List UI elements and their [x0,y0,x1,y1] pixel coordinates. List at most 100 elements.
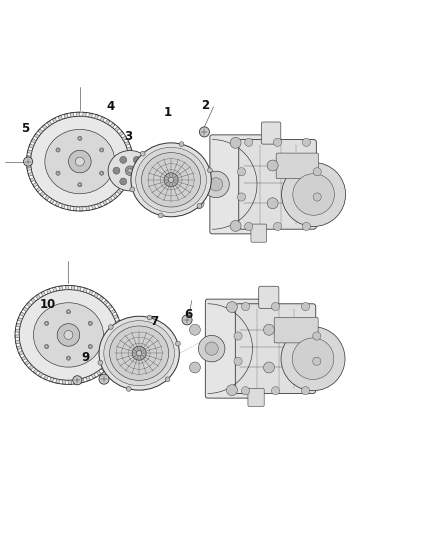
Circle shape [130,187,135,192]
Circle shape [99,374,109,384]
Polygon shape [83,112,86,117]
Ellipse shape [45,130,115,194]
Circle shape [89,322,92,325]
Circle shape [88,344,92,349]
Circle shape [273,138,282,147]
Circle shape [56,148,60,152]
Text: 7: 7 [150,315,158,328]
Circle shape [244,138,253,147]
Polygon shape [101,367,106,372]
Circle shape [313,193,321,201]
Polygon shape [95,115,99,119]
Polygon shape [38,129,43,134]
Circle shape [57,149,59,151]
Polygon shape [71,286,75,290]
Circle shape [209,178,223,191]
Polygon shape [117,190,122,195]
Ellipse shape [110,326,169,381]
Polygon shape [120,185,126,190]
FancyBboxPatch shape [235,304,316,393]
Polygon shape [61,204,65,209]
Circle shape [190,362,201,373]
Polygon shape [44,375,48,380]
Text: 4: 4 [106,100,115,113]
Polygon shape [128,169,132,173]
Polygon shape [26,302,32,307]
Circle shape [67,310,71,314]
Polygon shape [80,207,83,211]
Circle shape [301,386,310,395]
Polygon shape [34,133,39,138]
Circle shape [193,160,204,171]
Circle shape [203,171,229,198]
Circle shape [101,172,103,174]
Circle shape [140,151,145,156]
Polygon shape [86,376,90,381]
Circle shape [244,222,253,231]
Polygon shape [86,206,89,211]
Polygon shape [68,380,72,384]
Text: 1: 1 [164,106,172,119]
Circle shape [128,168,132,173]
Ellipse shape [104,321,174,386]
Circle shape [176,341,180,346]
Polygon shape [103,300,108,305]
Circle shape [67,356,71,360]
Polygon shape [38,372,43,377]
Circle shape [165,377,170,382]
Circle shape [79,138,81,140]
Polygon shape [18,351,24,355]
Circle shape [78,136,82,140]
Polygon shape [94,293,99,297]
Circle shape [46,322,48,325]
Polygon shape [15,335,19,338]
Circle shape [190,324,201,335]
Circle shape [99,148,104,152]
Polygon shape [107,304,113,309]
Circle shape [120,156,127,164]
Polygon shape [89,113,92,118]
Ellipse shape [131,143,211,217]
Text: 10: 10 [40,298,56,311]
Polygon shape [128,152,133,156]
Polygon shape [100,117,105,122]
Circle shape [313,168,321,176]
Circle shape [302,138,311,147]
Polygon shape [99,296,104,301]
Polygon shape [105,363,110,368]
Ellipse shape [136,147,206,212]
Circle shape [69,150,91,173]
Polygon shape [58,115,62,120]
Circle shape [241,386,250,395]
Circle shape [133,156,140,164]
Polygon shape [88,290,93,295]
Polygon shape [31,298,36,303]
Circle shape [272,386,279,395]
Polygon shape [27,150,32,154]
Circle shape [292,338,334,379]
Circle shape [199,127,209,137]
Circle shape [282,163,346,227]
Polygon shape [23,307,28,311]
Polygon shape [124,180,128,184]
Polygon shape [97,203,102,208]
Circle shape [75,157,84,166]
Polygon shape [27,156,31,159]
Polygon shape [96,370,101,376]
Polygon shape [53,287,57,292]
Polygon shape [74,207,77,211]
Circle shape [24,157,33,166]
Circle shape [226,385,237,395]
Circle shape [264,362,275,373]
Polygon shape [110,123,115,127]
Circle shape [78,183,82,187]
Circle shape [241,302,250,311]
Polygon shape [111,309,116,314]
Circle shape [237,193,246,201]
Polygon shape [129,159,133,161]
Circle shape [267,160,278,171]
Circle shape [132,346,146,360]
Text: 2: 2 [201,99,209,112]
Polygon shape [16,323,21,327]
Polygon shape [122,136,127,141]
